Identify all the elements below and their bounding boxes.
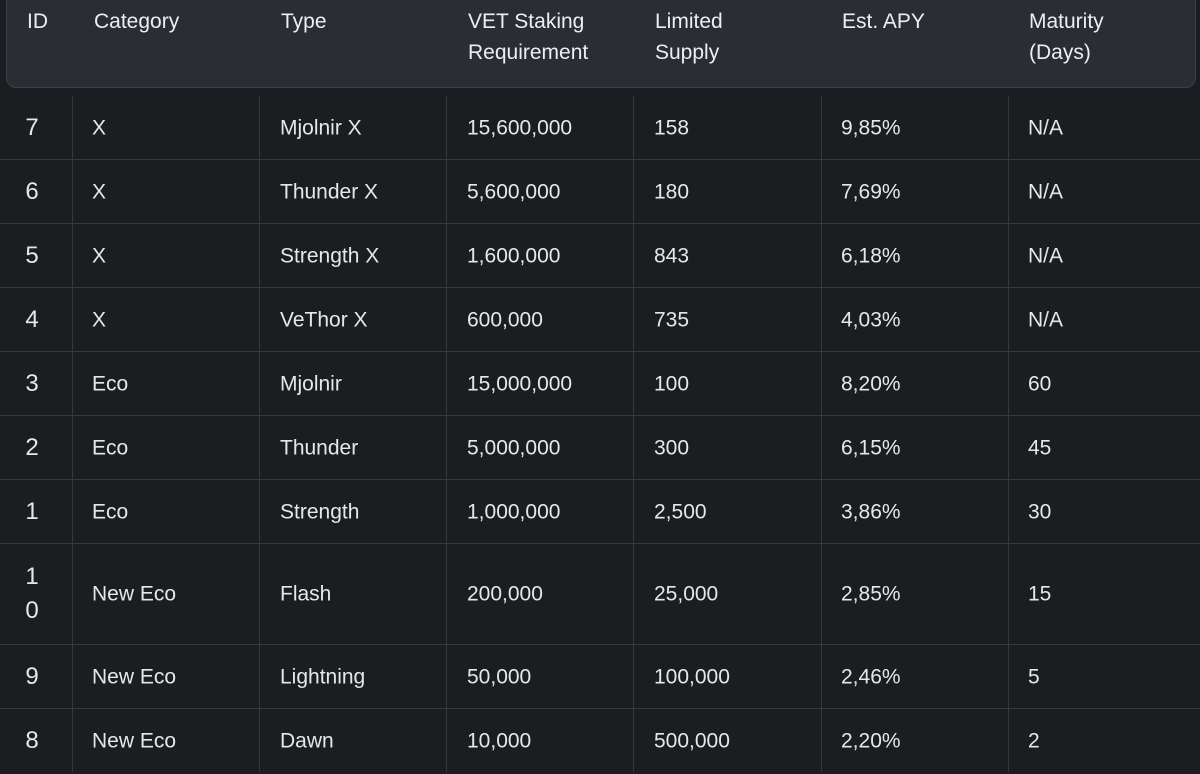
cell-category: X [92,116,107,139]
table-row: 2 Eco Thunder 5,000,000 300 6,15% 45 [0,416,1200,480]
table-row: 4 X VeThor X 600,000 735 4,03% N/A [0,288,1200,352]
cell-vet-staking: 1,600,000 [467,244,561,267]
cell-category: New Eco [92,729,177,752]
cell-limited-supply: 843 [654,244,690,267]
cell-vet-staking: 15,600,000 [467,116,573,139]
cell-type: Flash [280,582,332,606]
table-row: 6 X Thunder X 5,600,000 180 7,69% N/A [0,160,1200,224]
cell-id: 5 [25,241,39,269]
cell-maturity: 2 [1028,729,1040,752]
cell-maturity: N/A [1028,244,1064,267]
table-header: ID Category Type VET Staking Requirement… [6,0,1196,88]
cell-est-apy: 8,20% [841,372,901,395]
cell-id: 7 [25,113,39,141]
cell-id: 1 [25,497,39,525]
cell-category: X [92,308,107,331]
header-id: ID [27,10,48,33]
cell-est-apy: 3,86% [841,500,901,523]
cell-category: X [92,244,107,267]
cell-est-apy: 4,03% [841,308,901,331]
header-limited-supply: Limited Supply [655,10,723,64]
cell-limited-supply: 300 [654,436,690,459]
header-type: Type [281,10,327,33]
cell-limited-supply: 180 [654,180,690,203]
header-maturity-days: Maturity (Days) [1029,10,1104,64]
cell-vet-staking: 5,600,000 [467,180,561,203]
cell-limited-supply: 735 [654,308,690,331]
cell-limited-supply: 100,000 [654,665,730,688]
table-row: 8 New Eco Dawn 10,000 500,000 2,20% 2 [0,709,1200,772]
cell-est-apy: 2,85% [841,582,901,606]
cell-vet-staking: 50,000 [467,665,532,688]
cell-maturity: 5 [1028,665,1040,688]
cell-maturity: 60 [1028,372,1052,395]
cell-type: Mjolnir X [280,116,362,139]
cell-type: Thunder [280,436,359,459]
cell-limited-supply: 158 [654,116,690,139]
cell-limited-supply: 100 [654,372,690,395]
header-category: Category [94,10,180,33]
cell-id: 9 [25,662,39,690]
cell-maturity: 45 [1028,436,1052,459]
cell-type: Strength [280,500,360,523]
cell-est-apy: 2,20% [841,729,901,752]
cell-type: Strength X [280,244,380,267]
cell-type: VeThor X [280,308,368,331]
cell-maturity: N/A [1028,116,1064,139]
cell-vet-staking: 10,000 [467,729,532,752]
cell-maturity: 15 [1028,582,1052,606]
cell-vet-staking: 200,000 [467,582,543,606]
table-row: 1 Eco Strength 1,000,000 2,500 3,86% 30 [0,480,1200,544]
cell-id: 10 [25,563,39,624]
cell-est-apy: 6,18% [841,244,901,267]
header-vet-staking-requirement: VET Staking Requirement [468,10,589,64]
cell-type: Dawn [280,729,334,752]
cell-category: New Eco [92,665,177,688]
cell-id: 4 [25,305,39,333]
cell-type: Mjolnir [280,372,342,395]
cell-category: Eco [92,436,129,459]
cell-maturity: 30 [1028,500,1052,523]
cell-limited-supply: 2,500 [654,500,707,523]
cell-type: Thunder X [280,180,379,203]
cell-vet-staking: 1,000,000 [467,500,561,523]
cell-id: 6 [25,177,39,205]
cell-limited-supply: 25,000 [654,582,719,606]
cell-id: 3 [25,369,39,397]
cell-vet-staking: 600,000 [467,308,543,331]
cell-maturity: N/A [1028,308,1064,331]
header-est-apy: Est. APY [842,10,925,33]
cell-category: Eco [92,372,129,395]
cell-category: New Eco [92,582,177,606]
cell-est-apy: 2,46% [841,665,901,688]
cell-type: Lightning [280,665,366,688]
cell-limited-supply: 500,000 [654,729,730,752]
cell-vet-staking: 15,000,000 [467,372,573,395]
cell-vet-staking: 5,000,000 [467,436,561,459]
table-body: 7 X Mjolnir X 15,600,000 158 9,85% N/A 6… [0,96,1200,772]
table-row: 9 New Eco Lightning 50,000 100,000 2,46%… [0,645,1200,709]
cell-id: 2 [25,433,39,461]
cell-est-apy: 9,85% [841,116,901,139]
cell-maturity: N/A [1028,180,1064,203]
table-row: 7 X Mjolnir X 15,600,000 158 9,85% N/A [0,96,1200,160]
table-row: 3 Eco Mjolnir 15,000,000 100 8,20% 60 [0,352,1200,416]
cell-est-apy: 6,15% [841,436,901,459]
table-row: 5 X Strength X 1,600,000 843 6,18% N/A [0,224,1200,288]
cell-category: X [92,180,107,203]
cell-category: Eco [92,500,129,523]
cell-id: 8 [25,726,39,754]
cell-est-apy: 7,69% [841,180,901,203]
table-row: 10 New Eco Flash 200,000 25,000 2,85% 15 [0,544,1200,645]
